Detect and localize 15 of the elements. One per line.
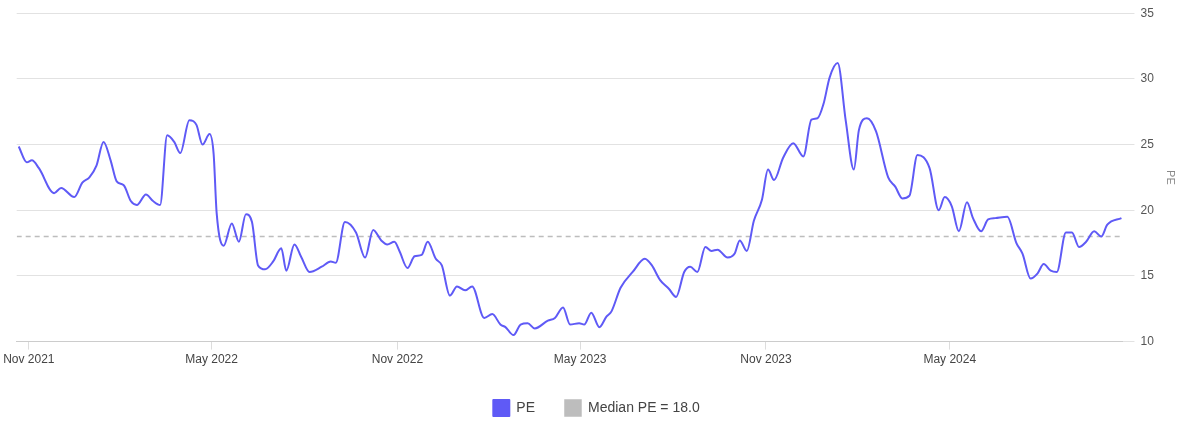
y-tick-label: 30	[1140, 71, 1155, 86]
x-tick-label: May 2024	[923, 352, 977, 367]
y-tick-label: 25	[1140, 136, 1155, 151]
y-tick-label: 10	[1140, 333, 1155, 348]
x-tick-label: Nov 2022	[371, 352, 424, 367]
y-tick-label: 15	[1140, 268, 1155, 283]
legend-label: PE	[516, 398, 536, 415]
legend-label: Median PE = 18.0	[588, 398, 700, 415]
x-tick-label: May 2022	[185, 352, 239, 367]
x-tick-label: Nov 2021	[3, 352, 55, 367]
y-axis-title: PE	[1165, 170, 1178, 185]
x-tick-label: May 2023	[553, 352, 607, 367]
x-tick-label: Nov 2023	[740, 352, 792, 367]
y-tick-label: 20	[1140, 202, 1155, 217]
y-tick-label: 35	[1140, 5, 1155, 20]
